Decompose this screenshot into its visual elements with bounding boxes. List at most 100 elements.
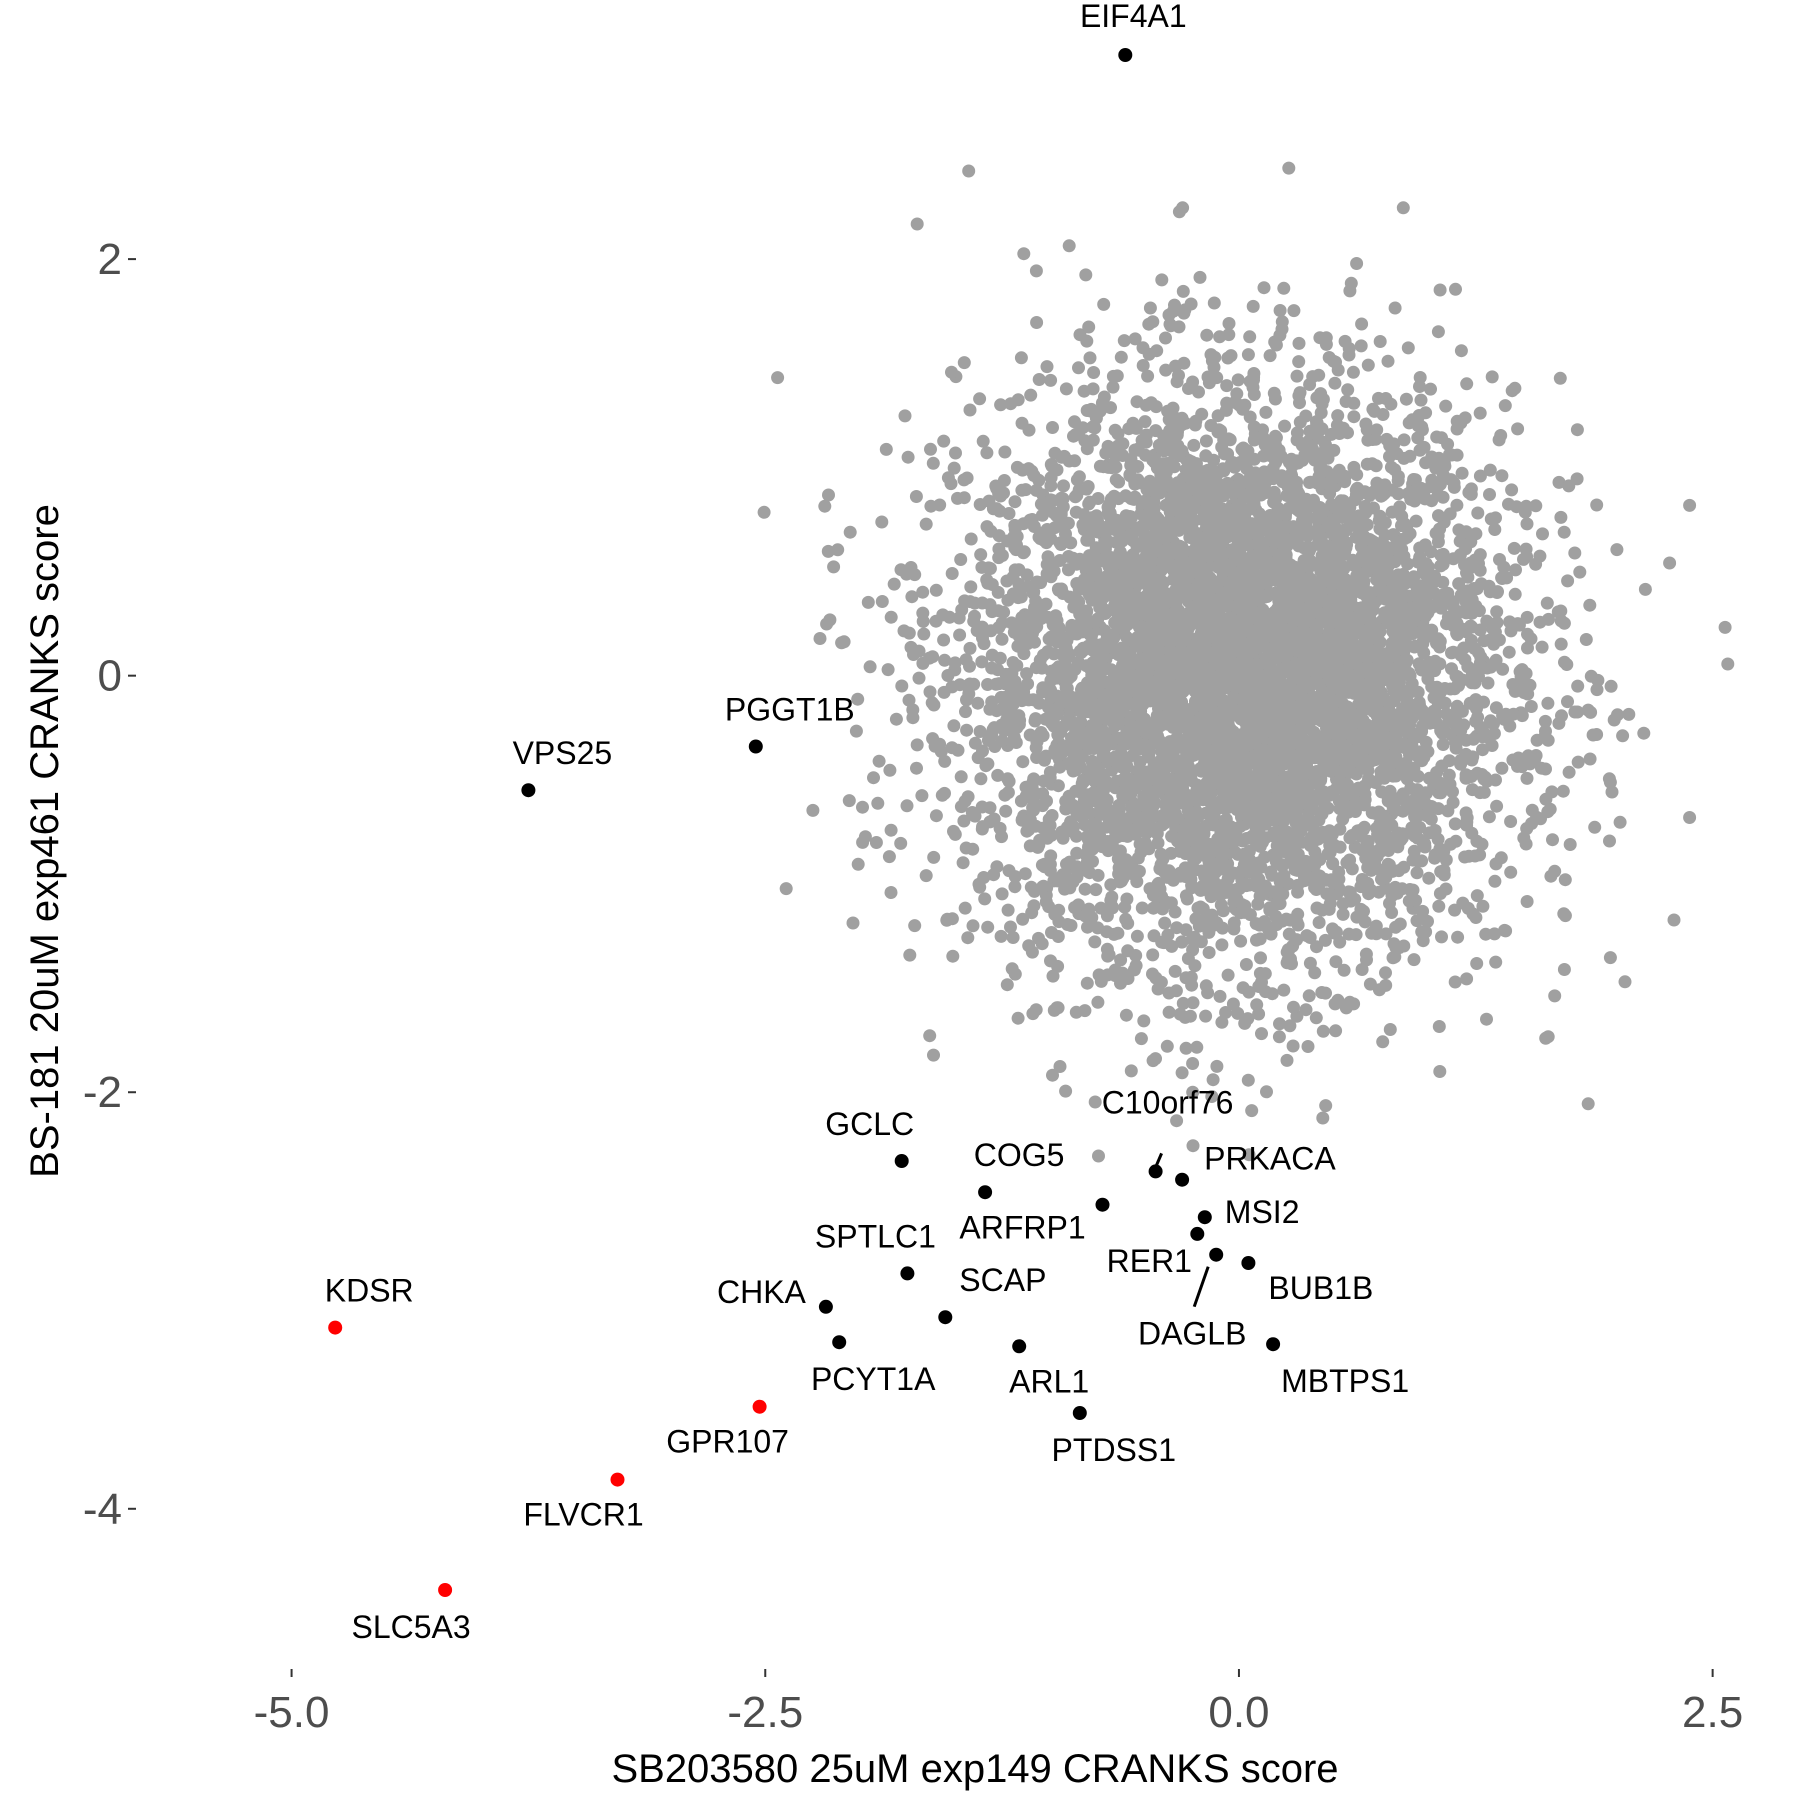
background-point — [1149, 400, 1163, 414]
background-point — [1026, 775, 1040, 789]
background-point — [1361, 358, 1375, 372]
background-point — [1638, 582, 1652, 596]
background-point — [917, 627, 931, 641]
background-point — [940, 912, 954, 926]
background-point — [1370, 850, 1384, 863]
background-point — [1467, 582, 1481, 595]
background-point — [1109, 460, 1123, 474]
background-point — [1213, 989, 1227, 1003]
background-point — [1561, 574, 1575, 588]
background-point — [872, 754, 886, 768]
background-point — [1323, 487, 1337, 501]
background-point — [973, 392, 987, 406]
background-point — [1212, 423, 1226, 437]
background-point — [1181, 952, 1195, 965]
background-point — [929, 583, 943, 597]
background-point — [1376, 835, 1390, 849]
background-point — [1018, 867, 1032, 881]
background-point — [1277, 281, 1291, 295]
background-point — [1341, 383, 1355, 397]
background-point — [963, 403, 977, 417]
background-point — [1471, 710, 1485, 724]
background-point — [1091, 492, 1105, 505]
background-point — [1130, 929, 1144, 943]
background-point — [977, 637, 991, 651]
background-point — [1536, 527, 1549, 541]
background-point — [1129, 959, 1143, 973]
background-point — [1177, 483, 1191, 497]
background-point — [1245, 829, 1259, 843]
background-point — [1326, 705, 1340, 718]
background-point — [1312, 916, 1326, 929]
background-point — [1460, 377, 1474, 391]
background-point — [1188, 418, 1202, 432]
background-point — [1571, 755, 1585, 769]
background-point — [1607, 713, 1621, 727]
background-point — [1586, 728, 1600, 742]
background-point — [1308, 858, 1322, 872]
background-point — [1590, 498, 1604, 512]
background-point — [1316, 1111, 1330, 1125]
background-point — [1319, 331, 1333, 345]
background-point — [1119, 757, 1133, 771]
background-point — [1010, 460, 1024, 474]
background-point — [1470, 957, 1484, 970]
background-point — [1272, 1030, 1286, 1044]
background-point — [1558, 909, 1572, 923]
background-point — [1333, 935, 1347, 949]
background-point — [1292, 389, 1306, 403]
background-point — [1280, 1053, 1294, 1067]
background-point — [1029, 712, 1043, 726]
background-point — [1073, 804, 1087, 818]
background-point — [999, 804, 1013, 818]
background-point — [1154, 975, 1168, 989]
background-point — [1016, 912, 1030, 926]
background-point — [821, 544, 835, 558]
background-point — [957, 491, 971, 505]
background-point — [1114, 350, 1128, 364]
background-point — [1459, 771, 1473, 785]
background-point — [843, 525, 857, 539]
background-point — [908, 919, 922, 933]
background-point — [1200, 328, 1214, 342]
background-point — [1008, 518, 1022, 532]
background-point — [1480, 1012, 1493, 1026]
background-point — [1015, 483, 1029, 497]
background-point — [1581, 703, 1595, 717]
background-point — [1393, 917, 1407, 931]
background-point — [1011, 393, 1025, 407]
background-point — [1094, 974, 1108, 988]
background-point — [1193, 270, 1207, 284]
background-point — [1185, 978, 1199, 992]
background-point — [1488, 874, 1502, 888]
background-point — [1186, 375, 1200, 389]
background-point — [1423, 716, 1437, 730]
background-point — [1131, 825, 1145, 839]
background-point — [1557, 525, 1571, 539]
background-point — [1079, 268, 1093, 282]
background-point — [1413, 541, 1427, 555]
background-point — [1233, 474, 1247, 488]
background-point — [1496, 662, 1510, 676]
background-point — [1176, 996, 1190, 1010]
background-point — [1440, 707, 1453, 721]
background-point — [1059, 681, 1073, 695]
background-point — [1373, 335, 1387, 348]
background-point — [1167, 460, 1181, 474]
background-point — [927, 1048, 940, 1062]
background-point — [1142, 317, 1156, 331]
background-point — [968, 609, 981, 623]
background-point — [975, 800, 989, 814]
background-point — [1081, 920, 1094, 934]
background-point — [1006, 931, 1020, 944]
background-point — [956, 856, 970, 870]
background-point — [1445, 662, 1458, 676]
background-point — [1083, 351, 1097, 365]
background-point — [916, 606, 930, 620]
background-point — [1520, 895, 1534, 908]
background-point — [1370, 423, 1384, 437]
background-point — [1132, 864, 1146, 878]
background-point — [856, 835, 870, 849]
background-point — [1354, 339, 1368, 353]
background-point — [1374, 489, 1388, 503]
